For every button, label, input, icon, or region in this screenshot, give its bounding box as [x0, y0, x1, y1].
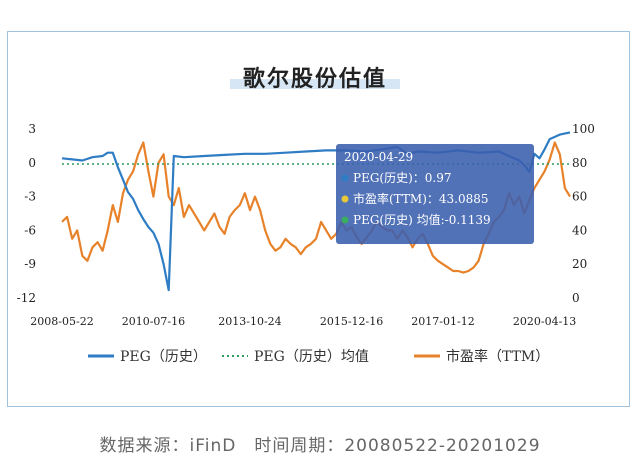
right-axis-tick: 60 — [572, 190, 587, 204]
x-axis-tick: 2008-05-22 — [30, 315, 93, 328]
title-highlight — [230, 79, 400, 89]
legend-label: 市盈率（TTM） — [446, 348, 549, 365]
tooltip-line: 市盈率(TTM)：43.0885 — [353, 191, 489, 206]
source-footer: 数据来源：iFinD 时间周期：20080522-20201029 — [99, 436, 541, 456]
right-axis-tick: 0 — [572, 291, 580, 305]
tooltip-marker — [341, 216, 349, 224]
tooltip-marker — [341, 195, 349, 203]
chart-title: 歌尔股份估值 — [242, 67, 387, 92]
tooltip-date: 2020-04-29 — [344, 150, 413, 164]
left-axis-tick: 0 — [28, 156, 36, 170]
left-axis-tick: -6 — [24, 223, 36, 237]
tooltip-line: PEG(历史) 均值:-0.1139 — [353, 212, 491, 227]
left-axis-tick: 3 — [28, 122, 36, 136]
x-axis-tick: 2015-12-16 — [320, 315, 383, 328]
right-axis-tick: 100 — [572, 122, 595, 136]
x-axis-tick: 2010-07-16 — [122, 315, 185, 328]
x-axis-tick: 2020-04-13 — [513, 315, 576, 328]
legend-label: PEG（历史） — [120, 349, 207, 365]
right-axis-tick: 40 — [572, 223, 587, 237]
tooltip-line: PEG(历史)：0.97 — [353, 171, 452, 185]
right-axis-tick: 80 — [572, 156, 587, 170]
x-axis-tick: 2017-01-12 — [411, 315, 474, 328]
left-axis-tick: -12 — [17, 291, 36, 305]
legend-label: PEG（历史）均值 — [254, 349, 369, 365]
chart-title-block: 歌尔股份估值 — [230, 61, 400, 92]
tooltip-marker — [341, 174, 349, 182]
right-axis-tick: 20 — [572, 257, 587, 271]
x-axis-tick: 2013-10-24 — [218, 315, 281, 328]
left-axis-tick: -3 — [24, 190, 36, 204]
left-axis-tick: -9 — [24, 257, 36, 271]
tooltip-box — [336, 144, 534, 244]
